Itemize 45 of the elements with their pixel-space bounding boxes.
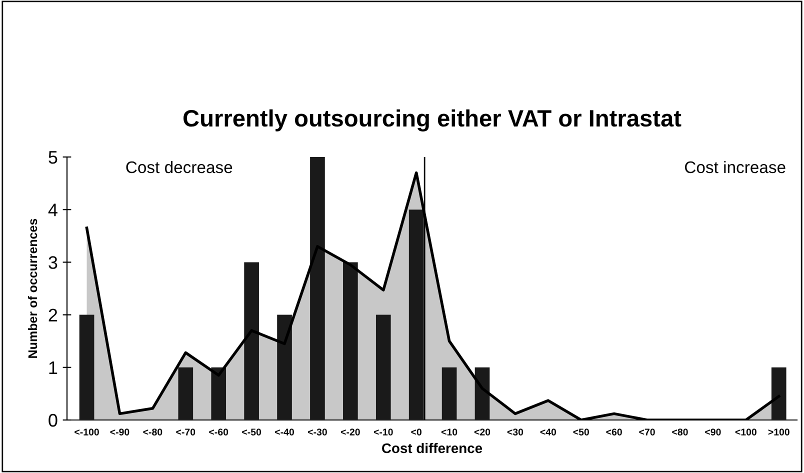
x-tick-label: >100 [768,428,790,436]
x-tick-label: <-30 [308,428,327,436]
x-tick-label: <90 [705,428,721,436]
x-tick-label: <40 [540,428,556,436]
x-tick-label: <-40 [275,428,294,436]
bar [211,367,226,420]
x-tick-label: <60 [606,428,622,436]
y-tick-label: 3 [48,256,58,269]
x-tick-label: <80 [672,428,688,436]
bar [771,367,786,420]
x-tick-label: <-80 [143,428,162,436]
bar [310,157,325,420]
x-tick-label: <10 [441,428,458,436]
x-tick-label: <-90 [110,428,130,436]
bar [474,367,490,420]
x-tick-label: <30 [507,428,524,436]
bar [79,314,94,420]
x-tick-label: <-100 [74,428,99,436]
x-tick-label: <-20 [340,428,360,436]
y-tick-label: 1 [49,362,58,374]
bar [442,367,457,420]
bar [376,314,391,420]
x-tick-label: <50 [573,428,589,436]
bar [343,262,358,420]
y-axis-title: Number of occurrences [28,218,38,358]
x-tick-label: <100 [735,428,756,436]
bar [244,262,259,420]
bar [178,367,194,420]
annotation: Cost increase [685,160,786,174]
y-tick-label: 4 [48,204,58,216]
x-tick-label: <-70 [176,428,196,436]
x-axis-title: Cost difference [382,442,482,454]
x-tick-label: <20 [474,428,490,436]
x-tick-label: <-50 [242,428,262,436]
x-tick-label: <-60 [209,428,228,436]
y-tick-label: 5 [48,151,58,164]
y-tick-label: 0 [48,414,58,427]
x-tick-label: <0 [411,428,422,436]
bar [408,210,424,420]
y-tick-label: 2 [48,308,58,322]
bar [277,314,292,420]
x-tick-label: <-10 [374,428,393,436]
x-tick-label: <70 [639,428,655,436]
annotation: Cost decrease [126,160,232,174]
chart-title: Currently outsourcing either VAT or Intrastat [184,109,682,132]
